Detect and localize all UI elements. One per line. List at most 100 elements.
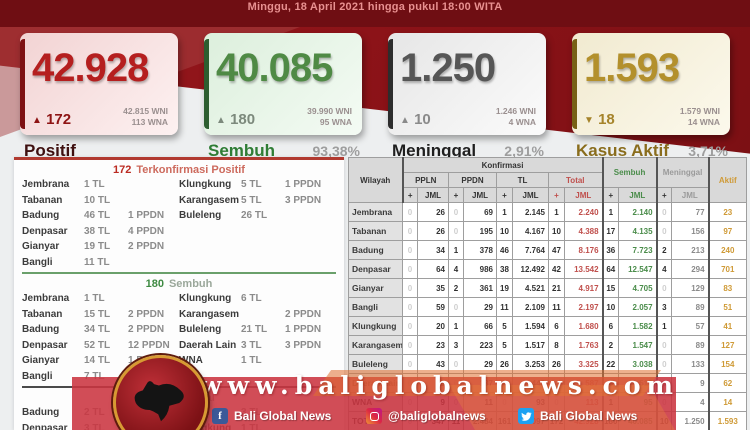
sembuh-breakdown-header: 180 Sembuh (145, 278, 213, 290)
meninggal-delta: ▲ 10 (400, 111, 431, 128)
table-cell: 213 (671, 240, 710, 260)
table-cell: 47 (548, 240, 565, 260)
table-cell: 2 (601, 335, 620, 355)
table-row: Gianyar 0 35 2 361 19 4.521 21 4.917 15 4.705 0 129 8… (348, 278, 748, 298)
bali-island-silhouette (134, 380, 184, 421)
table-cell: Klungkung (348, 316, 403, 336)
col-header-ppln: PPLN (401, 172, 449, 188)
col-header-ppdn: PPDN (448, 172, 497, 188)
table-cell: 35 (417, 278, 449, 298)
col-header-tl: TL (496, 172, 549, 188)
breakdown-row: Badung 46 TL 1 PPDN (22, 210, 165, 221)
table-cell: Badung (348, 240, 403, 260)
table-cell: 1.680 (563, 316, 604, 336)
sembuh-percent: 93,38% (312, 143, 360, 159)
breakdown-row: Jembrana 1 TL (22, 179, 105, 190)
down-arrow-icon: ▼ (584, 115, 594, 126)
table-cell: 2.057 (618, 297, 658, 317)
table-cell: 2.109 (512, 297, 549, 317)
table-cell: 23 (707, 202, 748, 222)
card-sembuh: 40.085 ▲ 180 39.990 WNI 95 WNA Sembuh 93,… (204, 33, 362, 161)
table-cell: 1 (448, 316, 464, 336)
table-cell: 2 (448, 278, 464, 298)
table-cell: 29 (463, 297, 497, 317)
table-cell: 89 (671, 335, 710, 355)
table-cell: 4.705 (618, 278, 658, 298)
positif-card: 42.928 ▲ 172 42.815 WNI 113 WNA (20, 33, 178, 135)
table-cell: 0 (402, 297, 418, 317)
table-cell: 69 (463, 202, 497, 222)
table-row: Buleleng 0 43 0 29 26 3.253 26 3.325 22 3.038 0 133 1… (348, 354, 748, 374)
sembuh-wni-wna: 39.990 WNI 95 WNA (307, 106, 352, 127)
col-header-total: Total (547, 172, 604, 188)
breakdown-row: Karangasem 5 TL 3 PPDN (179, 194, 322, 206)
table-cell: Karangasem (348, 335, 403, 355)
up-arrow-icon: ▲ (400, 115, 410, 126)
table-cell: 0 (402, 316, 418, 336)
kasus-aktif-delta: ▼ 18 (584, 111, 615, 128)
table-cell: 129 (671, 278, 710, 298)
kasus-aktif-wni-wna: 1.579 WNI 14 WNA (679, 106, 720, 127)
table-cell: 5 (496, 316, 513, 336)
breakdown-row: Jembrana 1 TL (22, 293, 105, 304)
breakdown-row: Denpasar 52 TL 12 PPDN (22, 339, 170, 351)
table-cell: 7.764 (512, 240, 549, 260)
breakdown-row: Karangasem 2 PPDN (179, 308, 322, 320)
table-cell: 294 (671, 259, 710, 279)
breakdown-row: Tabanan 15 TL 2 PPDN (22, 308, 165, 320)
table-cell: 223 (463, 335, 497, 355)
table-row: Klungkung 0 20 1 66 5 1.594 6 1.680 6 1.582 1 57 41 (348, 316, 748, 336)
table-cell: 1.547 (618, 335, 658, 355)
table-cell: 0 (402, 259, 418, 279)
table-cell: 13.542 (563, 259, 604, 279)
table-cell: 156 (671, 221, 710, 241)
table-cell: 64 (417, 259, 449, 279)
table-cell: 3.325 (563, 354, 604, 374)
table-cell: 2.240 (563, 202, 604, 222)
instagram-handle: @baliglobalnews (366, 407, 486, 425)
table-cell: 57 (671, 316, 710, 336)
table-row: Tabanan 0 26 0 195 10 4.167 10 4.388 17 4.135 0 156 9… (348, 221, 748, 241)
table-cell: 64 (601, 259, 620, 279)
table-cell: 12.492 (512, 259, 549, 279)
table-cell: 701 (707, 259, 748, 279)
table-cell: 51 (707, 297, 748, 317)
table-cell: 0 (402, 202, 418, 222)
table-cell: 5 (496, 335, 513, 355)
table-cell: 4.167 (512, 221, 549, 241)
table-cell: 1 (496, 202, 513, 222)
report-date: Minggu, 18 April 2021 hingga pukul 18:00… (247, 1, 503, 13)
table-cell: 21 (548, 278, 565, 298)
card-positif: 42.928 ▲ 172 42.815 WNI 113 WNA Positif (20, 33, 178, 161)
col-header-aktif: Aktif (707, 157, 748, 203)
table-cell: 1 (448, 240, 464, 260)
table-cell: 0 (402, 354, 418, 374)
table-cell: 4 (448, 259, 464, 279)
sembuh-delta: ▲ 180 (216, 111, 256, 128)
col-header-konfirmasi: Konfirmasi (401, 157, 604, 173)
table-cell: 83 (707, 278, 748, 298)
table-cell: 6 (601, 316, 620, 336)
breakdown-row: Gianyar 19 TL 2 PPDN (22, 241, 165, 252)
kasus-aktif-percent: 3,71% (688, 143, 728, 159)
table-cell: 127 (707, 335, 748, 355)
table-cell: 3 (448, 335, 464, 355)
kasus-aktif-card: 1.593 ▼ 18 1.579 WNI 14 WNA (572, 33, 730, 135)
col-header-meninggal: Meninggal (655, 157, 710, 188)
table-cell: 1 (655, 316, 673, 336)
table-cell: 46 (496, 240, 513, 260)
kasus-aktif-total: 1.593 (584, 46, 680, 90)
breakdown-row: Buleleng 26 TL (179, 210, 268, 221)
table-cell: 66 (463, 316, 497, 336)
table-cell: 62 (707, 373, 748, 393)
table-cell: 15 (601, 278, 620, 298)
table-cell: 42 (548, 259, 565, 279)
table-row: Badung 0 34 1 378 46 7.764 47 8.176 36 7.723 2 213 24… (348, 240, 748, 260)
table-cell: 4.917 (563, 278, 604, 298)
positif-delta: ▲ 172 (32, 111, 72, 128)
up-arrow-icon: ▲ (216, 115, 226, 126)
table-cell: 10 (601, 297, 620, 317)
table-cell: 9 (671, 373, 710, 393)
table-cell: Bangli (348, 297, 403, 317)
table-cell: 1 (548, 202, 565, 222)
